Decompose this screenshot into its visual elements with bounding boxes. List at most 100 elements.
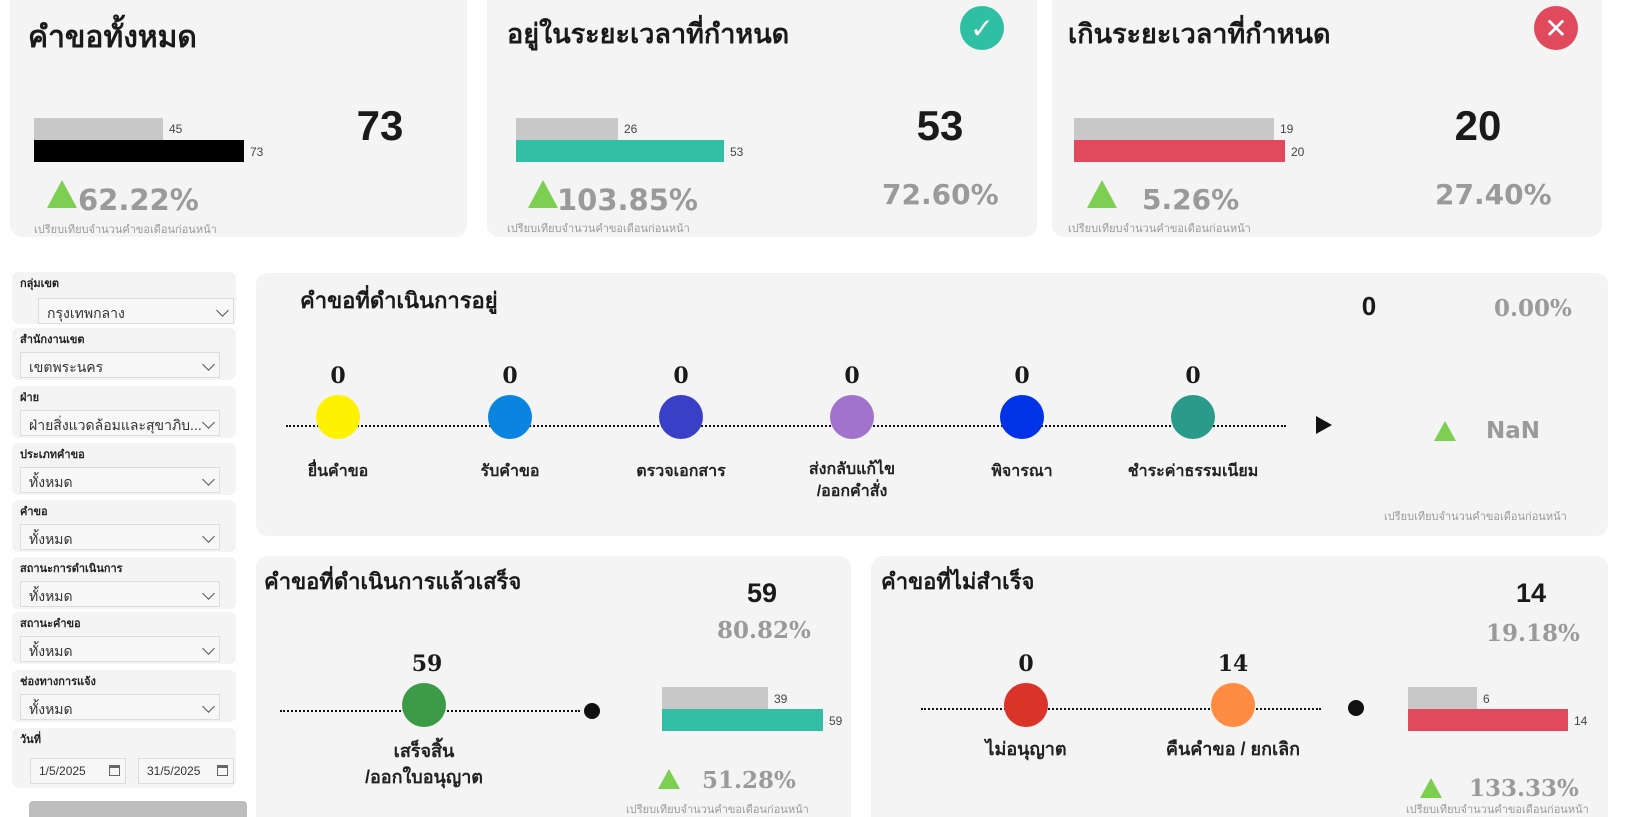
stage-label: ชำระค่าธรรมเนียม <box>1113 461 1273 483</box>
failed-stage-label: คืนคำขอ / ยกเลิก <box>1165 739 1301 759</box>
completed-change: 51.28% <box>702 767 796 794</box>
filter-request-label: คำขอ <box>20 506 48 518</box>
failed-timeline <box>921 708 1321 710</box>
filter-reqstatus: สถานะคำขอ ทั้งหมด <box>12 612 236 664</box>
filter-reqtype: ประเภทคำขอ ทั้งหมด <box>12 443 236 495</box>
filter-procstatus: สถานะการดำเนินการ ทั้งหมด <box>12 557 236 609</box>
stage-label: ยื่นคำขอ <box>258 461 418 483</box>
completed-curr-bar <box>662 709 823 731</box>
kpi-overdue-prev-label: 19 <box>1280 122 1294 136</box>
comparison-note: เปรียบเทียบจำนวนคำขอเดือนก่อนหน้า <box>1384 511 1567 523</box>
filter-reqstatus-label: สถานะคำขอ <box>20 618 81 630</box>
filter-request-value: ทั้งหมด <box>29 531 73 547</box>
apply-button[interactable] <box>29 801 247 817</box>
comparison-note: เปรียบเทียบจำนวนคำขอเดือนก่อนหน้า <box>1406 804 1589 816</box>
kpi-total-curr-label: 73 <box>250 145 264 159</box>
filter-division-value: ฝ่ายสิ่งแวดล้อมและสุขาภิบ... <box>29 417 202 433</box>
filter-office-select[interactable]: เขตพระนคร <box>20 352 220 378</box>
filter-office-label: สำนักงานเขต <box>20 334 85 346</box>
stage-label-line2: /ออกคำสั่ง <box>816 483 888 500</box>
kpi-overdue-change: 5.26% <box>1142 183 1240 216</box>
date-from-input[interactable]: 1/5/2025 <box>30 758 126 784</box>
kpi-overdue-value: 20 <box>1454 102 1502 149</box>
end-dot <box>1348 700 1364 716</box>
kpi-ontime-value: 53 <box>916 102 964 149</box>
failed-value: 14 <box>1515 578 1547 608</box>
filter-office: สำนักงานเขต เขตพระนคร <box>12 328 236 380</box>
filter-group-select[interactable]: กรุงเทพกลาง <box>38 298 234 324</box>
failed-curr-bar <box>1408 709 1568 731</box>
comparison-note: เปรียบเทียบจำนวนคำขอเดือนก่อนหน้า <box>34 224 217 236</box>
up-arrow-icon <box>528 180 558 208</box>
kpi-overdue-prev-bar <box>1074 118 1274 140</box>
kpi-total-value: 73 <box>356 102 404 149</box>
kpi-card-total: คำขอทั้งหมด 45 73 73 62.22% เปรียบเทียบจ… <box>10 0 467 237</box>
failed-curr-label: 14 <box>1574 714 1588 728</box>
kpi-total-prev-bar <box>34 118 163 140</box>
failed-title: คำขอที่ไม่สำเร็จ <box>881 569 1035 594</box>
failed-stage-dot <box>1004 683 1048 727</box>
filter-request-select[interactable]: ทั้งหมด <box>20 524 220 550</box>
date-to-value: 31/5/2025 <box>147 764 201 778</box>
failed-stage-count: 14 <box>1217 651 1249 677</box>
failed-panel: คำขอที่ไม่สำเร็จ 14 19.18% 0 ไม่อนุญาต 14 ค… <box>871 556 1608 817</box>
filter-channel-value: ทั้งหมด <box>29 701 73 717</box>
failed-prev-bar <box>1408 687 1477 709</box>
kpi-ontime-curr-label: 53 <box>730 145 744 159</box>
completed-value: 59 <box>746 578 778 608</box>
kpi-overdue-curr-bar <box>1074 140 1285 162</box>
up-arrow-icon <box>1420 778 1442 798</box>
kpi-ontime-title: อยู่ในระยะเวลาที่กำหนด <box>507 19 790 49</box>
filter-reqstatus-select[interactable]: ทั้งหมด <box>20 636 220 662</box>
completed-share: 80.82% <box>717 617 811 644</box>
filter-reqtype-value: ทั้งหมด <box>29 474 73 490</box>
stage-label: พิจารณา <box>942 461 1102 483</box>
filter-division: ฝ่าย ฝ่ายสิ่งแวดล้อมและสุขาภิบ... <box>12 386 236 438</box>
failed-change: 133.33% <box>1469 775 1579 802</box>
completed-curr-label: 59 <box>829 714 843 728</box>
filter-office-value: เขตพระนคร <box>29 359 104 375</box>
kpi-ontime-prev-bar <box>516 118 618 140</box>
filter-channel-label: ช่องทางการแจ้ง <box>20 676 96 688</box>
filter-group: กลุ่มเขต กรุงเทพกลาง <box>12 272 236 324</box>
completed-title: คำขอที่ดำเนินการแล้วเสร็จ <box>264 569 522 594</box>
stage-label-line1: ยื่นคำขอ <box>307 463 369 480</box>
filter-division-select[interactable]: ฝ่ายสิ่งแวดล้อมและสุขาภิบ... <box>20 410 220 436</box>
filter-reqtype-label: ประเภทคำขอ <box>20 449 85 461</box>
chevron-down-icon <box>202 700 215 713</box>
inprogress-share: 0.00% <box>1494 295 1572 322</box>
stage-label-line1: ชำระค่าธรรมเนียม <box>1127 463 1259 480</box>
kpi-overdue-curr-label: 20 <box>1291 145 1305 159</box>
filter-reqtype-select[interactable]: ทั้งหมด <box>20 467 220 493</box>
kpi-card-overdue: เกินระยะเวลาที่กำหนด ✕ 19 20 20 27.40% 5… <box>1052 0 1602 237</box>
completed-stage-count: 59 <box>411 651 443 677</box>
filter-request: คำขอ ทั้งหมด <box>12 500 236 552</box>
arrow-right-icon <box>1316 416 1332 434</box>
inprogress-panel: คำขอที่ดำเนินการอยู่ 0 0.00% 0 ยื่นคำขอ 0 ร… <box>256 273 1608 536</box>
date-to-input[interactable]: 31/5/2025 <box>138 758 234 784</box>
inprogress-timeline <box>286 425 1286 427</box>
calendar-icon <box>217 765 228 776</box>
stage-label-line1: พิจารณา <box>991 463 1053 480</box>
filter-date: วันที่ 1/5/2025 31/5/2025 <box>12 728 236 788</box>
stage-label: รับคำขอ <box>430 461 590 483</box>
filter-channel-select[interactable]: ทั้งหมด <box>20 694 220 720</box>
kpi-total-prev-label: 45 <box>169 122 183 136</box>
failed-stage-count: 0 <box>1018 651 1034 677</box>
stage-dot <box>488 395 532 439</box>
failed-share: 19.18% <box>1486 620 1580 647</box>
completed-stage-label-line2: /ออกใบอนุญาต <box>365 767 483 787</box>
filter-date-label: วันที่ <box>20 734 41 746</box>
filter-procstatus-value: ทั้งหมด <box>29 588 73 604</box>
chevron-down-icon <box>202 587 215 600</box>
failed-stage-label: ไม่อนุญาต <box>985 739 1067 759</box>
inprogress-title: คำขอที่ดำเนินการอยู่ <box>300 288 498 313</box>
up-arrow-icon <box>1087 180 1117 208</box>
calendar-icon <box>109 765 120 776</box>
filter-procstatus-select[interactable]: ทั้งหมด <box>20 581 220 607</box>
comparison-note: เปรียบเทียบจำนวนคำขอเดือนก่อนหน้า <box>507 223 690 235</box>
chevron-down-icon <box>216 304 229 317</box>
filter-reqstatus-value: ทั้งหมด <box>29 643 73 659</box>
stage-count: 0 <box>673 363 689 389</box>
completed-stage-dot <box>402 683 446 727</box>
